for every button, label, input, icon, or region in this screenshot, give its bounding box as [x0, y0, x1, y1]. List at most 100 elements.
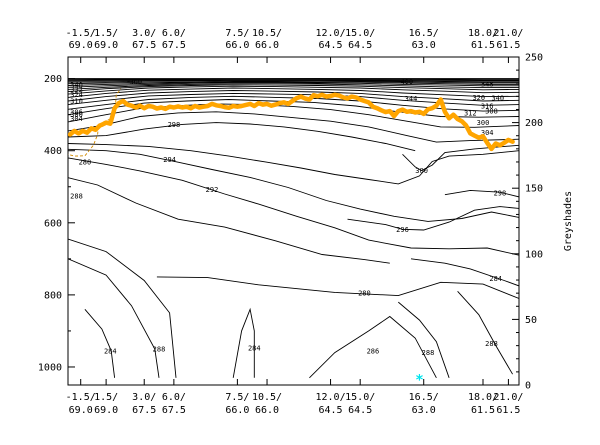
series-line-0	[68, 92, 515, 152]
x-tick-bottom-line2-9: 61.5	[471, 405, 495, 416]
x-tick-bottom-line2-3: 67.5	[162, 405, 186, 416]
x-tick-top-line1-7: 15.0/	[345, 28, 375, 39]
x-tick-bottom-line2-1: 69.0	[94, 405, 118, 416]
x-tick-top-line2-10: 61.5	[496, 40, 520, 51]
x-tick-bottom-line2-0: 69.0	[69, 405, 93, 416]
y-ticks-right: 0 50 100 150 200 250	[512, 53, 543, 392]
x-tick-top-line2-7: 64.5	[348, 40, 372, 51]
x-tick-bottom-line1-2: 3.0/	[132, 392, 156, 403]
x-tick-top-line2-6: 64.5	[319, 40, 343, 51]
contour-label-400-34: 400	[400, 78, 413, 86]
x-tick-bottom-line2-8: 63.0	[412, 405, 436, 416]
contour-lines	[68, 78, 519, 379]
x-tick-bottom-line2-4: 66.0	[225, 405, 249, 416]
contour-extra-label-2: 304	[481, 129, 494, 137]
contour-line-316-23	[68, 87, 519, 98]
contour-label-316-23: 316	[481, 103, 494, 111]
x-tick-bottom-line1-8: 16.5/	[409, 392, 439, 403]
contour-label-288-6: 288	[485, 340, 498, 348]
contour-label-340-29: 340	[70, 82, 83, 90]
x-tick-top-line2-5: 66.0	[255, 40, 279, 51]
contour-label-296-12: 296	[396, 226, 409, 234]
contour-line-320-24	[68, 85, 519, 95]
y-ticks-left: 200 400 600 800 1000	[38, 74, 75, 373]
x-tick-top-line2-0: 69.0	[69, 40, 93, 51]
x-tick-bottom-line1-6: 12.0/	[315, 392, 345, 403]
contour-line-288-1	[68, 258, 160, 378]
x-tick-top-line1-4: 7.5/	[225, 28, 249, 39]
x-tick-top-line2-2: 67.5	[132, 40, 156, 51]
plot-frame	[67, 56, 520, 386]
contour-label-284-0: 284	[104, 347, 117, 355]
contour-label-294-11: 294	[163, 156, 176, 164]
contour-label-300-16: 300	[415, 167, 428, 175]
contour-label-286-4: 286	[367, 347, 380, 355]
contour-line-296-13	[68, 143, 519, 185]
marker-layer: *	[415, 373, 423, 389]
contour-extra-label-1: 300	[477, 119, 490, 127]
contour-line-302-17	[68, 111, 519, 143]
contour-line-340-29	[68, 80, 519, 85]
contour-label-324-25: 324	[70, 91, 83, 99]
contour-labels: 284 288 284 286 288 288 280 284 288 292 294 296 298 2…	[70, 78, 506, 357]
contour-line-324-25	[68, 84, 519, 93]
x-tick-top-line1-9: 18.0/	[468, 28, 498, 39]
x-tick-top-line2-4: 66.0	[225, 40, 249, 51]
contour-line-292-10	[68, 157, 519, 256]
x-tick-bottom-line1-5: 10.5/	[252, 392, 282, 403]
contour-label-304-18: 304	[70, 115, 83, 123]
x-tick-bottom-line1-10: 21.0/	[493, 392, 523, 403]
contour-line-352-32	[68, 78, 519, 81]
contour-label-288-5: 288	[422, 349, 435, 357]
y-right-tick-label-0: 0	[525, 381, 531, 392]
y-left-tick-label-0: 200	[44, 74, 62, 85]
x-tick-top-line2-3: 67.5	[162, 40, 186, 51]
x-tick-bottom-line1-3: 6.0/	[162, 392, 186, 403]
y-left-tick-label-2: 600	[44, 218, 62, 229]
contour-extra-label-4: 344	[405, 95, 418, 103]
contour-line-336-28	[68, 81, 519, 86]
contour-label-280-7: 280	[358, 290, 371, 298]
flight-track-series	[68, 88, 515, 157]
contour-label-348-31: 348	[481, 81, 494, 89]
contour-label-292-10: 292	[206, 186, 219, 194]
contour-line-288-9	[68, 177, 390, 264]
x-tick-bottom-line2-7: 64.5	[348, 405, 372, 416]
contour-label-284-3: 284	[248, 345, 261, 353]
contour-line-284-3	[232, 307, 255, 378]
contour-line-280-7	[156, 276, 519, 299]
x-tick-top-line1-5: 10.5/	[252, 28, 282, 39]
contour-line-290-2	[68, 238, 177, 378]
x-tick-top-line1-1: 1.5/	[94, 28, 118, 39]
y-right-tick-label-2: 100	[525, 249, 543, 260]
contour-label-298-14: 298	[494, 189, 507, 197]
contour-extra-label-0: 300	[70, 111, 83, 119]
contour-label-312-22: 312	[464, 110, 477, 118]
contour-line-298-14	[444, 189, 519, 198]
x-tick-top-line1-8: 16.5/	[409, 28, 439, 39]
x-tick-bottom-line1-7: 15.0/	[345, 392, 375, 403]
x-tick-top-line1-2: 3.0/	[132, 28, 156, 39]
contour-label-310-21: 310	[70, 98, 83, 106]
x-tick-bottom-line1-9: 18.0/	[468, 392, 498, 403]
x-tick-bottom-line2-5: 66.0	[255, 405, 279, 416]
x-ticks-top: -1.5/69.01.5/69.03.0/67.56.0/67.57.5/66.…	[66, 28, 523, 63]
contour-label-288-9: 288	[70, 192, 83, 200]
contour-line-296-12	[347, 206, 519, 231]
contour-line-300-16	[402, 144, 519, 172]
contour-line-284-8	[410, 258, 519, 287]
contour-line-284-0	[84, 309, 116, 378]
x-tick-top-line1-10: 21.0/	[493, 28, 523, 39]
contour-line-286-4	[309, 315, 437, 379]
y-right-tick-label-1: 50	[525, 315, 537, 326]
contour-extra-label-5: 340	[491, 95, 504, 103]
y-right-tick-label-4: 200	[525, 118, 543, 129]
x-tick-top-line2-1: 69.0	[94, 40, 118, 51]
contour-line-312-22	[68, 90, 519, 102]
x-tick-bottom-line1-1: 1.5/	[94, 392, 118, 403]
y-right-tick-label-3: 150	[525, 184, 543, 195]
x-tick-top-line1-3: 6.0/	[162, 28, 186, 39]
x-tick-bottom-line1-4: 7.5/	[225, 392, 249, 403]
y-right-tick-label-5: 250	[525, 53, 543, 64]
